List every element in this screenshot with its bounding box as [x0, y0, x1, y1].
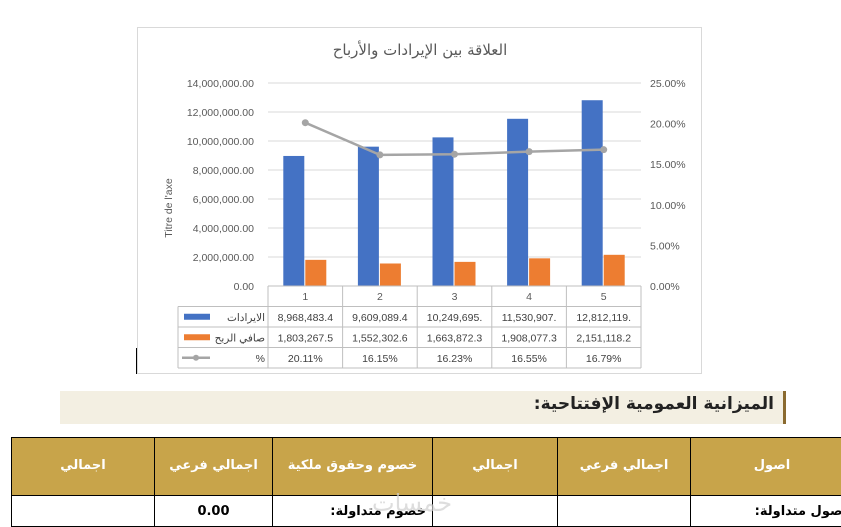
chart-left-border	[136, 348, 137, 374]
cell-current-assets[interactable]: اصول متداولة:	[690, 495, 841, 527]
heading-accent-rule	[783, 391, 786, 424]
data-label: 10,249,695.	[427, 312, 482, 324]
cell-total-1[interactable]	[432, 495, 558, 527]
x-tick-label: 2	[377, 291, 383, 303]
y2-tick-label: 0.00%	[650, 281, 680, 293]
cell-current-liabilities[interactable]: خصوم متداولة:	[272, 495, 433, 527]
line-point	[376, 151, 384, 159]
chart-title: العلاقة بين الإيرادات والأرباح	[333, 40, 508, 59]
data-label: 9,609,089.4	[352, 312, 408, 324]
data-label: 12,812,119.	[576, 312, 631, 324]
y-tick-label: 8,000,000.00	[193, 165, 254, 177]
y-tick-label: 10,000,000.00	[187, 136, 254, 148]
data-label: 1,803,267.5	[278, 332, 334, 344]
col-header-subtotal-2: اجمالي فرعي	[154, 437, 273, 496]
section-heading-box: الميزانية العمومية الإفتتاحية:	[60, 391, 786, 424]
x-tick-label: 1	[302, 291, 308, 303]
col-header-assets: اصول	[690, 437, 841, 496]
legend-key	[184, 313, 210, 320]
bar-profit	[454, 261, 476, 286]
cell-subtotal-1[interactable]	[557, 495, 691, 527]
line-point	[301, 119, 309, 127]
bar-revenue	[507, 118, 529, 286]
bar-profit	[529, 258, 551, 286]
y2-tick-label: 10.00%	[650, 200, 686, 212]
y-tick-label: 0.00	[234, 281, 255, 293]
x-tick-label: 3	[452, 291, 458, 303]
data-label: 16.55%	[511, 353, 547, 365]
data-label: 1,552,302.6	[352, 332, 408, 344]
y-tick-label: 14,000,000.00	[187, 78, 254, 90]
col-header-total-1: اجمالي	[432, 437, 558, 496]
y2-tick-label: 15.00%	[650, 159, 686, 171]
legend-key	[193, 354, 199, 361]
line-percent	[304, 121, 604, 157]
bar-profit	[379, 263, 401, 286]
bar-revenue	[581, 100, 603, 286]
legend-label: الايرادات	[227, 312, 265, 324]
x-tick-label: 5	[601, 291, 607, 303]
line-point	[525, 148, 533, 156]
data-label: 1,663,872.3	[427, 332, 483, 344]
revenue-profit-chart: العلاقة بين الإيرادات والأرباح Titre de l…	[163, 40, 686, 369]
y2-tick-label: 5.00%	[650, 240, 680, 252]
y-tick-label: 12,000,000.00	[187, 107, 254, 119]
bar-profit	[305, 259, 327, 286]
data-label: 20.11%	[288, 353, 323, 365]
line-point	[600, 146, 608, 154]
balance-sheet-table: اصول اجمالي فرعي اجمالي خصوم وحقوق ملكية…	[11, 437, 841, 527]
bar-profit	[603, 254, 625, 286]
data-label: 16.23%	[437, 353, 473, 365]
y2-tick-label: 20.00%	[650, 119, 686, 131]
legend-key	[184, 334, 210, 341]
y-tick-label: 2,000,000.00	[193, 252, 254, 264]
table-row: اصول متداولة: خصوم متداولة: 0.00	[11, 495, 841, 527]
y-tick-label: 6,000,000.00	[193, 194, 254, 206]
bar-revenue	[357, 146, 379, 286]
data-label: 8,968,483.4	[278, 312, 334, 324]
y-axis-title: Titre de l'axe	[163, 178, 175, 238]
table-header-row: اصول اجمالي فرعي اجمالي خصوم وحقوق ملكية…	[11, 437, 841, 496]
section-heading: الميزانية العمومية الإفتتاحية:	[533, 394, 774, 414]
legend-label: صافي الربح	[215, 332, 265, 344]
x-tick-label: 4	[526, 291, 532, 303]
data-label: 16.15%	[362, 353, 398, 365]
col-header-total-2: اجمالي	[11, 437, 155, 496]
cell-total-2[interactable]	[11, 495, 155, 527]
chart-container: العلاقة بين الإيرادات والأرباح Titre de l…	[137, 27, 702, 374]
y-tick-label: 4,000,000.00	[193, 223, 254, 235]
bar-revenue	[432, 137, 454, 286]
bar-revenue	[283, 155, 305, 286]
data-label: 2,151,118.2	[576, 332, 631, 344]
data-label: 1,908,077.3	[501, 332, 557, 344]
data-label: 16.79%	[586, 353, 622, 365]
data-label: 11,530,907.	[502, 312, 557, 324]
cell-subtotal-2[interactable]: 0.00	[154, 495, 273, 527]
line-point	[451, 150, 458, 158]
y2-tick-label: 25.00%	[650, 78, 686, 90]
col-header-liabilities-equity: خصوم وحقوق ملكية	[272, 437, 433, 496]
legend-label: %	[256, 353, 265, 365]
col-header-subtotal-1: اجمالي فرعي	[557, 437, 691, 496]
